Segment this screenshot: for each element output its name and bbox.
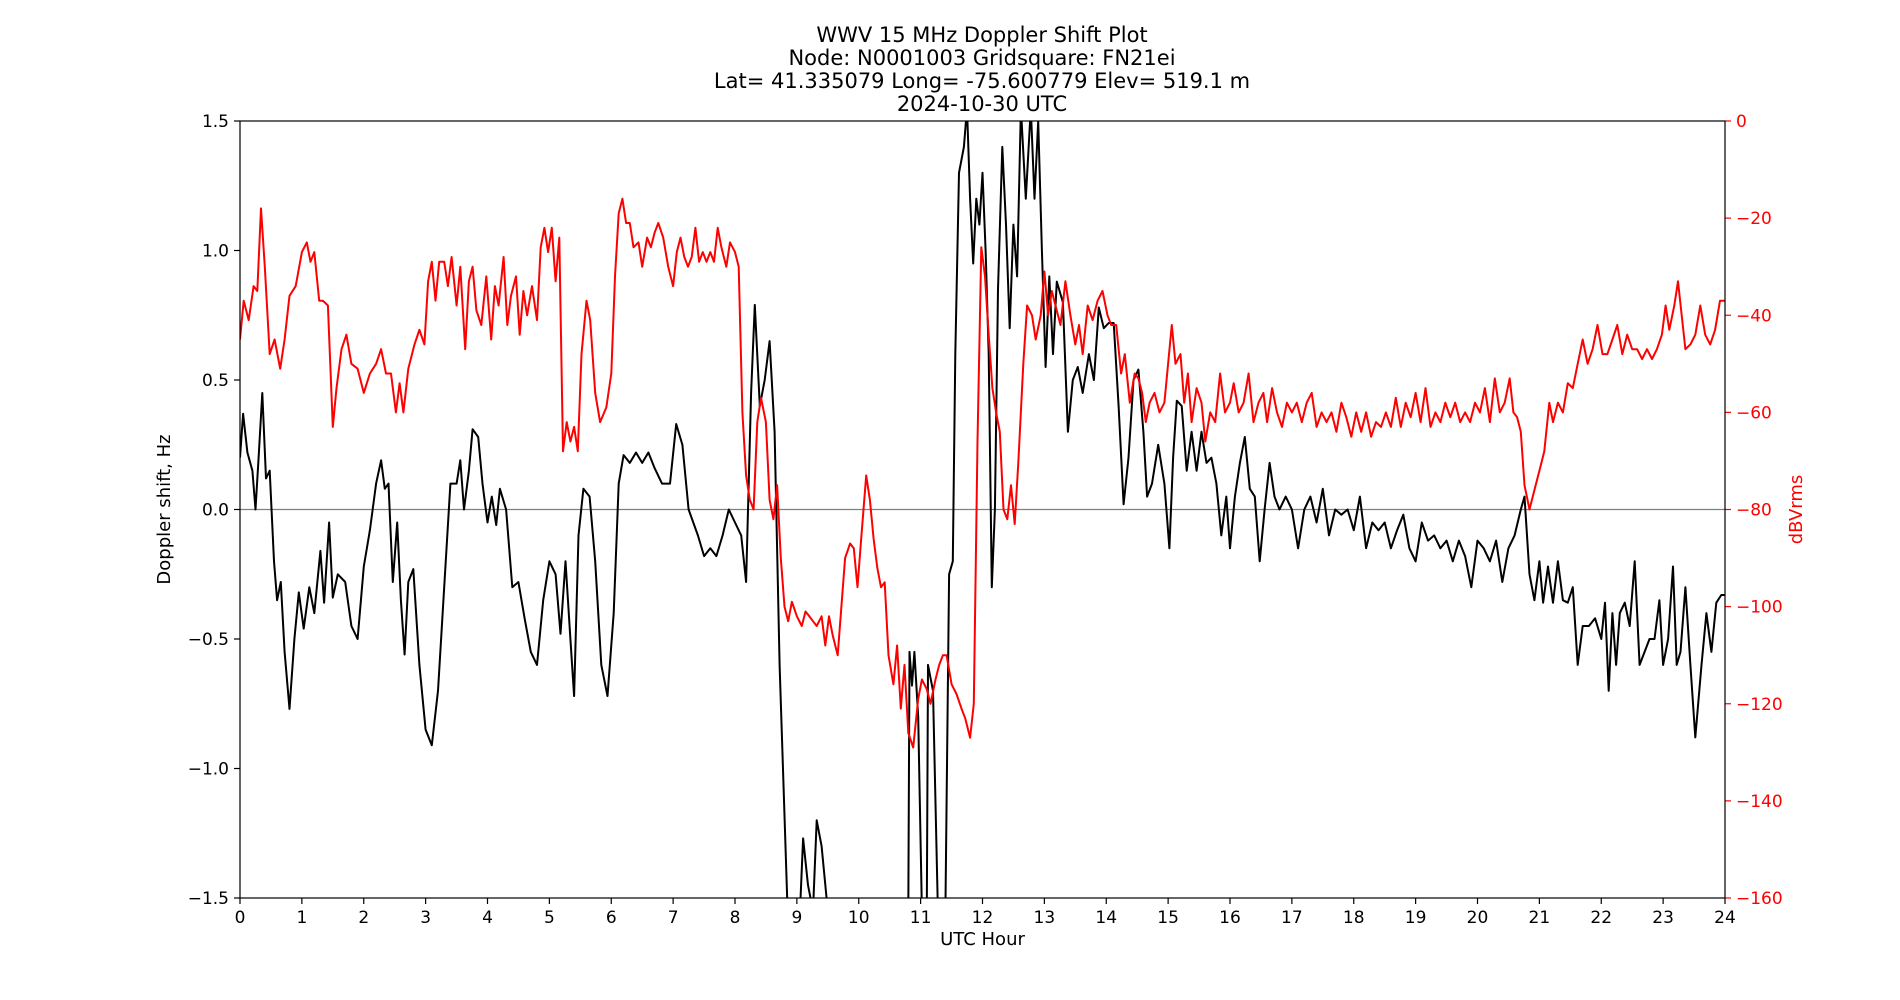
x-axis-ticks: 0 1 2 3 4 5 6 7 8 9 10 11 12 13 14 15 16 17 18 19 20 21 22 23 24 — [235, 898, 1736, 928]
x-tick-label: 1 — [296, 908, 307, 928]
x-tick-label: 22 — [1590, 908, 1612, 928]
x-tick-label: 4 — [482, 908, 493, 928]
x-tick-label: 5 — [544, 908, 555, 928]
x-tick-label: 8 — [730, 908, 741, 928]
x-tick-label: 10 — [848, 908, 870, 928]
y-right-tick-label: −60 — [1736, 403, 1772, 423]
plot-area-frame — [239, 120, 1726, 899]
plot-lines — [240, 121, 1725, 898]
y-left-tick-label: 1.5 — [202, 112, 229, 132]
x-tick-label: 21 — [1529, 908, 1551, 928]
y-right-tick-label: 0 — [1736, 112, 1747, 132]
y-right-tick-label: −140 — [1736, 792, 1783, 812]
y-left-axis-ticks: 1.5 1.0 0.5 0.0 −0.5 −1.0 −1.5 — [188, 112, 240, 909]
x-tick-label: 14 — [1095, 908, 1117, 928]
y-right-tick-label: −80 — [1736, 501, 1772, 521]
y-right-tick-label: −40 — [1736, 306, 1772, 326]
x-tick-label: 20 — [1467, 908, 1489, 928]
y-left-tick-label: 0.5 — [202, 371, 229, 391]
x-tick-label: 7 — [668, 908, 679, 928]
y-left-tick-label: −1.0 — [188, 760, 229, 780]
x-tick-label: 12 — [972, 908, 994, 928]
x-tick-label: 3 — [420, 908, 431, 928]
doppler-shift-line — [240, 121, 1725, 898]
x-tick-label: 16 — [1219, 908, 1241, 928]
x-tick-label: 15 — [1157, 908, 1179, 928]
x-tick-label: 18 — [1343, 908, 1365, 928]
y-right-tick-label: −160 — [1736, 889, 1783, 909]
x-axis-label: UTC Hour — [940, 929, 1025, 950]
title-line-3: Lat= 41.335079 Long= -75.600779 Elev= 51… — [714, 69, 1250, 93]
y-left-tick-label: 1.0 — [202, 242, 229, 262]
title-line-1: WWV 15 MHz Doppler Shift Plot — [816, 23, 1147, 47]
x-tick-label: 9 — [791, 908, 802, 928]
title-line-2: Node: N0001003 Gridsquare: FN21ei — [788, 46, 1175, 70]
x-tick-label: 23 — [1652, 908, 1674, 928]
x-tick-label: 2 — [358, 908, 369, 928]
y-right-tick-label: −100 — [1736, 598, 1783, 618]
x-tick-label: 13 — [1034, 908, 1056, 928]
x-tick-label: 11 — [910, 908, 932, 928]
x-tick-label: 24 — [1714, 908, 1736, 928]
y-right-axis-ticks: 0 −20 −40 −60 −80 −100 −120 −140 −160 — [1725, 112, 1783, 909]
y-right-axis-label: dBVrms — [1786, 475, 1807, 545]
y-left-tick-label: −1.5 — [188, 889, 229, 909]
y-right-tick-label: −20 — [1736, 209, 1772, 229]
signal-power-line — [240, 197, 1725, 749]
y-left-axis-label: Doppler shift, Hz — [154, 434, 175, 584]
x-tick-label: 6 — [606, 908, 617, 928]
chart-title: WWV 15 MHz Doppler Shift Plot Node: N000… — [714, 23, 1250, 116]
y-right-tick-label: −120 — [1736, 695, 1783, 715]
y-left-tick-label: 0.0 — [202, 501, 229, 521]
x-tick-label: 19 — [1405, 908, 1427, 928]
x-tick-label: 17 — [1281, 908, 1303, 928]
x-tick-label: 0 — [235, 908, 246, 928]
y-left-tick-label: −0.5 — [188, 630, 229, 650]
title-line-4: 2024-10-30 UTC — [897, 92, 1067, 116]
